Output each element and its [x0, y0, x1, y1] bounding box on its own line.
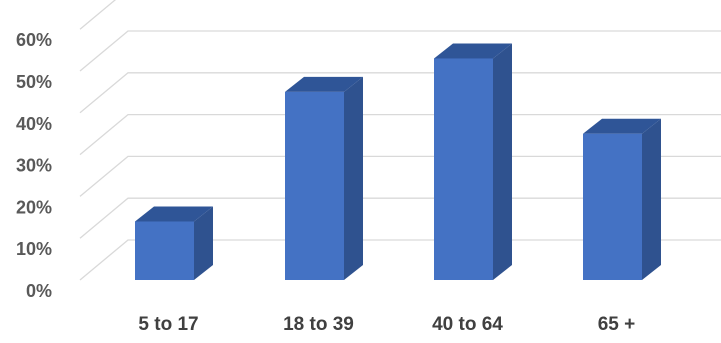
bar-front	[434, 58, 493, 281]
category-label: 40 to 64	[432, 314, 503, 335]
gridline	[79, 72, 721, 114]
bar-top	[583, 118, 661, 134]
category-label: 18 to 39	[283, 314, 354, 335]
bar-top	[135, 206, 213, 222]
y-tick-label: 40%	[16, 114, 52, 134]
bars	[135, 43, 661, 281]
category-label: 5 to 17	[138, 314, 198, 335]
bar	[583, 118, 661, 280]
bar-front	[285, 91, 344, 281]
y-tick-label: 60%	[16, 30, 52, 50]
y-tick-label: 20%	[16, 197, 52, 217]
bar	[285, 76, 363, 281]
y-tick-label: 50%	[16, 72, 52, 92]
bar-front	[583, 133, 642, 280]
x-axis-categories: 5 to 17 18 to 39 40 to 64 65 +	[138, 314, 635, 335]
gridline	[79, 155, 721, 197]
bar-side	[642, 118, 661, 280]
y-axis-ticks: 0% 10% 20% 30% 40% 50% 60%	[16, 30, 52, 301]
bar-front	[135, 221, 194, 280]
y-tick-label: 0%	[26, 281, 52, 301]
category-label: 65 +	[598, 314, 636, 335]
y-tick-label: 30%	[16, 156, 52, 176]
bar-top	[434, 43, 512, 59]
bar	[135, 206, 213, 280]
floor-gridline	[79, 239, 721, 281]
gridlines	[79, 0, 721, 281]
bar-side	[493, 43, 512, 281]
y-tick-label: 10%	[16, 239, 52, 259]
gridline	[79, 30, 721, 72]
bar-top	[285, 76, 363, 92]
bar	[434, 43, 512, 281]
gridline	[79, 113, 721, 156]
gridline	[79, 197, 721, 239]
bar-side	[194, 206, 213, 280]
gridline	[79, 0, 117, 30]
bar-side	[344, 76, 363, 281]
